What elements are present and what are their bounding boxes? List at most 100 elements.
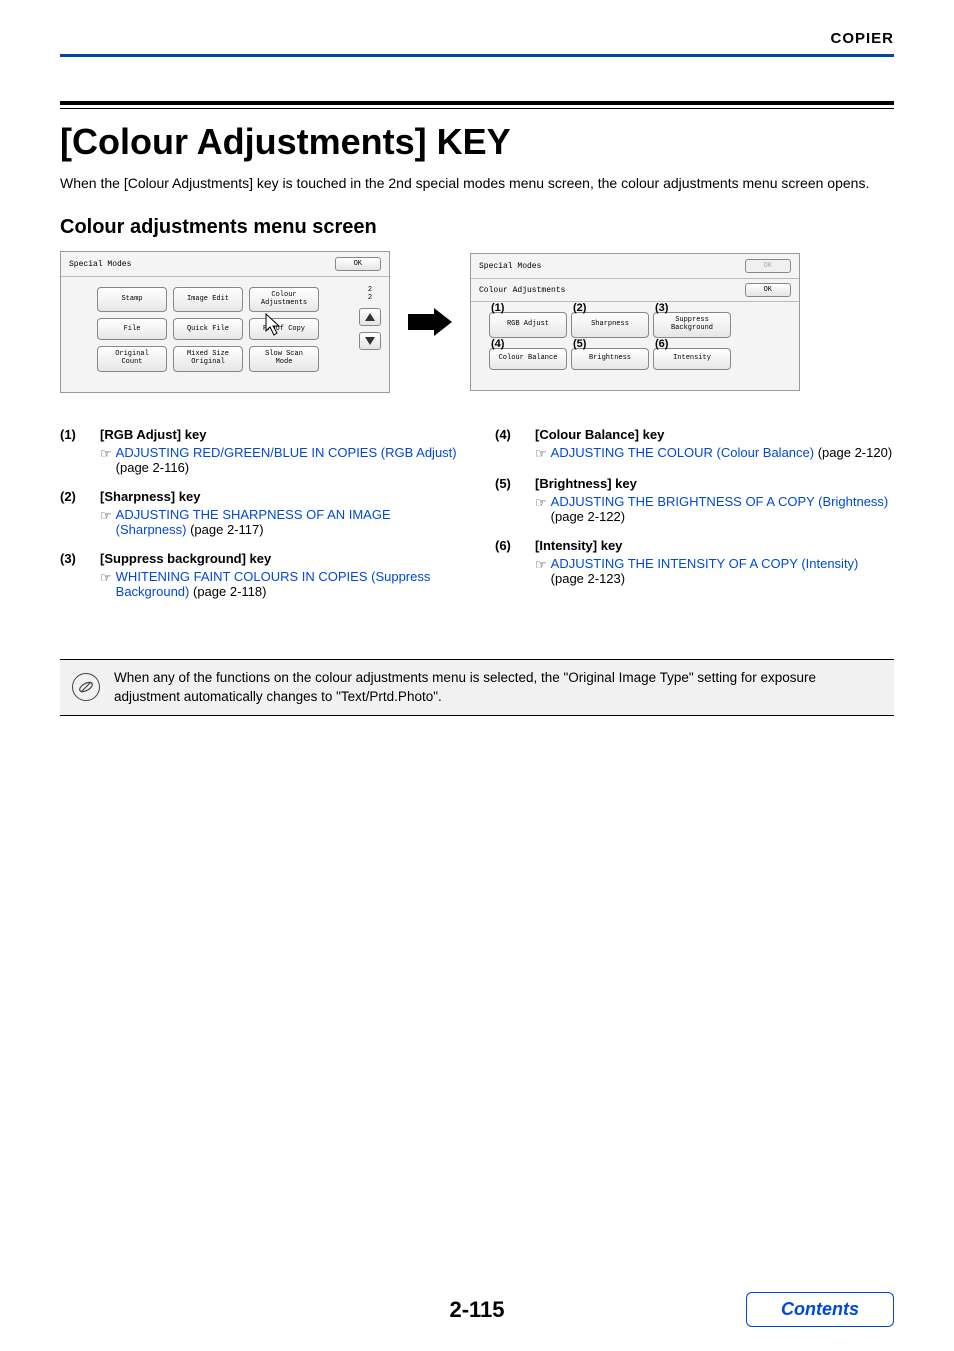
page-down-button[interactable] — [359, 332, 381, 350]
right-panel-body: (1)RGB Adjust(2)Sharpness(3)SuppressBack… — [471, 302, 799, 369]
soft-key[interactable]: Slow ScanMode — [249, 346, 319, 371]
key-title: [Intensity] key — [535, 538, 894, 553]
contents-button[interactable]: Contents — [746, 1292, 894, 1327]
pointer-icon: ☞ — [100, 570, 112, 586]
soft-key[interactable]: (2)Sharpness — [571, 312, 649, 337]
key-item: (1)[RGB Adjust] key ☞ ADJUSTING RED/GREEN/… — [60, 427, 459, 475]
key-link-row: ☞ ADJUSTING THE COLOUR (Colour Balance) (… — [535, 445, 894, 462]
key-body: [Colour Balance] key ☞ ADJUSTING THE COLOU… — [535, 427, 894, 462]
page-up-button[interactable] — [359, 308, 381, 326]
key-title: [Brightness] key — [535, 476, 894, 491]
key-link-text: ADJUSTING THE BRIGHTNESS OF A COPY (Brig… — [551, 494, 894, 524]
page-header: COPIER — [0, 0, 954, 57]
callout-number: (2) — [573, 302, 586, 314]
pager-total: 2 — [368, 295, 372, 303]
pointer-icon: ☞ — [535, 495, 547, 511]
key-number: (4) — [495, 427, 535, 462]
key-body: [Sharpness] key ☞ADJUSTING THE SHARPNESS … — [100, 489, 459, 537]
left-button-grid: StampImage EditColourAdjustments File Quic… — [97, 287, 319, 372]
section-label: COPIER — [830, 30, 894, 47]
soft-key[interactable]: (4)Colour Balance — [489, 348, 567, 370]
cross-ref-link[interactable]: WHITENING FAINT COLOURS IN COPIES (Suppr… — [116, 569, 431, 599]
key-number: (3) — [60, 551, 100, 599]
soft-key[interactable]: Quick File — [173, 318, 243, 340]
pointer-icon: ☞ — [100, 508, 112, 524]
ok-button-disabled: OK — [745, 259, 791, 273]
key-number: (5) — [495, 476, 535, 524]
soft-key[interactable]: (3)SuppressBackground — [653, 312, 731, 337]
key-body: [Suppress background] key☞WHITENING FAIN… — [100, 551, 459, 599]
right-panel-subheader: Colour Adjustments OK — [471, 279, 799, 302]
key-link-row: ☞ ADJUSTING THE INTENSITY OF A COPY (Inte… — [535, 556, 894, 586]
note-text: When any of the functions on the colour … — [114, 668, 882, 707]
soft-key[interactable]: Image Edit — [173, 287, 243, 312]
pointer-icon: ☞ — [535, 557, 547, 573]
soft-key[interactable]: ColourAdjustments — [249, 287, 319, 312]
key-number: (6) — [495, 538, 535, 586]
page-footer: 2-115 Contents — [0, 1297, 954, 1323]
transition-arrow-icon — [408, 308, 452, 336]
key-title: [Sharpness] key — [100, 489, 459, 504]
soft-key[interactable]: File — [97, 318, 167, 340]
screens-row: Special Modes OK StampImage EditColourAd… — [60, 251, 894, 393]
page-ref: (page 2-123) — [551, 571, 625, 586]
key-link-row: ☞WHITENING FAINT COLOURS IN COPIES (Supp… — [100, 569, 459, 599]
left-panel-title: Special Modes — [69, 260, 131, 269]
right-panel-subtitle: Colour Adjustments — [479, 286, 565, 295]
right-panel-title: Special Modes — [479, 262, 541, 271]
ok-button[interactable]: OK — [745, 283, 791, 297]
right-button-grid: (1)RGB Adjust(2)Sharpness(3)SuppressBack… — [489, 312, 781, 369]
arrow-up-icon — [365, 313, 375, 321]
callout-number: (4) — [491, 338, 504, 350]
key-number: (1) — [60, 427, 100, 475]
note-box: When any of the functions on the colour … — [60, 659, 894, 716]
soft-key[interactable]: Stamp — [97, 287, 167, 312]
pager: 2 2 — [368, 287, 372, 302]
pointer-icon: ☞ — [100, 446, 112, 462]
key-link-text: ADJUSTING THE COLOUR (Colour Balance) (p… — [551, 445, 893, 460]
key-link-row: ☞ ADJUSTING THE BRIGHTNESS OF A COPY (Bri… — [535, 494, 894, 524]
key-list: (1)[RGB Adjust] key ☞ ADJUSTING RED/GREEN/… — [60, 427, 894, 613]
soft-key[interactable]: Proof Copy — [249, 318, 319, 340]
key-title: [Colour Balance] key — [535, 427, 894, 442]
callout-number: (5) — [573, 338, 586, 350]
subheading: Colour adjustments menu screen — [60, 216, 894, 239]
page-title: [Colour Adjustments] KEY — [60, 121, 894, 163]
pager-col: 2 2 — [359, 287, 381, 372]
key-col-right: (4)[Colour Balance] key ☞ ADJUSTING THE CO… — [495, 427, 894, 613]
key-item: (6)[Intensity] key ☞ ADJUSTING THE INTENSI… — [495, 538, 894, 586]
page-number: 2-115 — [449, 1297, 504, 1323]
key-title: [RGB Adjust] key — [100, 427, 459, 442]
callout-number: (3) — [655, 302, 668, 314]
cross-ref-link[interactable]: ADJUSTING RED/GREEN/BLUE IN COPIES (RGB … — [116, 445, 457, 460]
cross-ref-link[interactable]: ADJUSTING THE COLOUR (Colour Balance) — [551, 445, 814, 460]
right-panel: Special Modes OK Colour Adjustments OK (… — [470, 253, 800, 390]
callout-number: (1) — [491, 302, 504, 314]
key-item: (5)[Brightness] key ☞ ADJUSTING THE BRIGHT… — [495, 476, 894, 524]
left-panel-body: StampImage EditColourAdjustments File Quic… — [61, 277, 389, 372]
key-body: [RGB Adjust] key ☞ ADJUSTING RED/GREEN/BLU… — [100, 427, 459, 475]
left-panel: Special Modes OK StampImage EditColourAd… — [60, 251, 390, 393]
cross-ref-link[interactable]: ADJUSTING THE INTENSITY OF A COPY (Inten… — [551, 556, 859, 571]
key-item: (4)[Colour Balance] key ☞ ADJUSTING THE CO… — [495, 427, 894, 462]
main-content: [Colour Adjustments] KEY When the [Colou… — [0, 101, 954, 716]
soft-key[interactable]: (1)RGB Adjust — [489, 312, 567, 337]
key-body: [Intensity] key ☞ ADJUSTING THE INTENSITY … — [535, 538, 894, 586]
key-link-text: ADJUSTING RED/GREEN/BLUE IN COPIES (RGB … — [116, 445, 459, 475]
pointer-icon: ☞ — [535, 446, 547, 462]
intro-text: When the [Colour Adjustments] key is tou… — [60, 173, 894, 194]
page-ref: (page 2-117) — [186, 522, 263, 537]
ok-button[interactable]: OK — [335, 257, 381, 271]
key-number: (2) — [60, 489, 100, 537]
cross-ref-link[interactable]: ADJUSTING THE BRIGHTNESS OF A COPY (Brig… — [551, 494, 889, 509]
page-ref: (page 2-116) — [116, 460, 189, 475]
callout-number: (6) — [655, 338, 668, 350]
key-link-row: ☞ADJUSTING THE SHARPNESS OF AN IMAGE (Sh… — [100, 507, 459, 537]
soft-key[interactable]: OriginalCount — [97, 346, 167, 371]
soft-key[interactable]: Mixed SizeOriginal — [173, 346, 243, 371]
soft-key[interactable]: (6)Intensity — [653, 348, 731, 370]
soft-key[interactable]: (5)Brightness — [571, 348, 649, 370]
page-ref: (page 2-118) — [189, 584, 266, 599]
arrow-down-icon — [365, 337, 375, 345]
key-link-text: ADJUSTING THE INTENSITY OF A COPY (Inten… — [551, 556, 894, 586]
